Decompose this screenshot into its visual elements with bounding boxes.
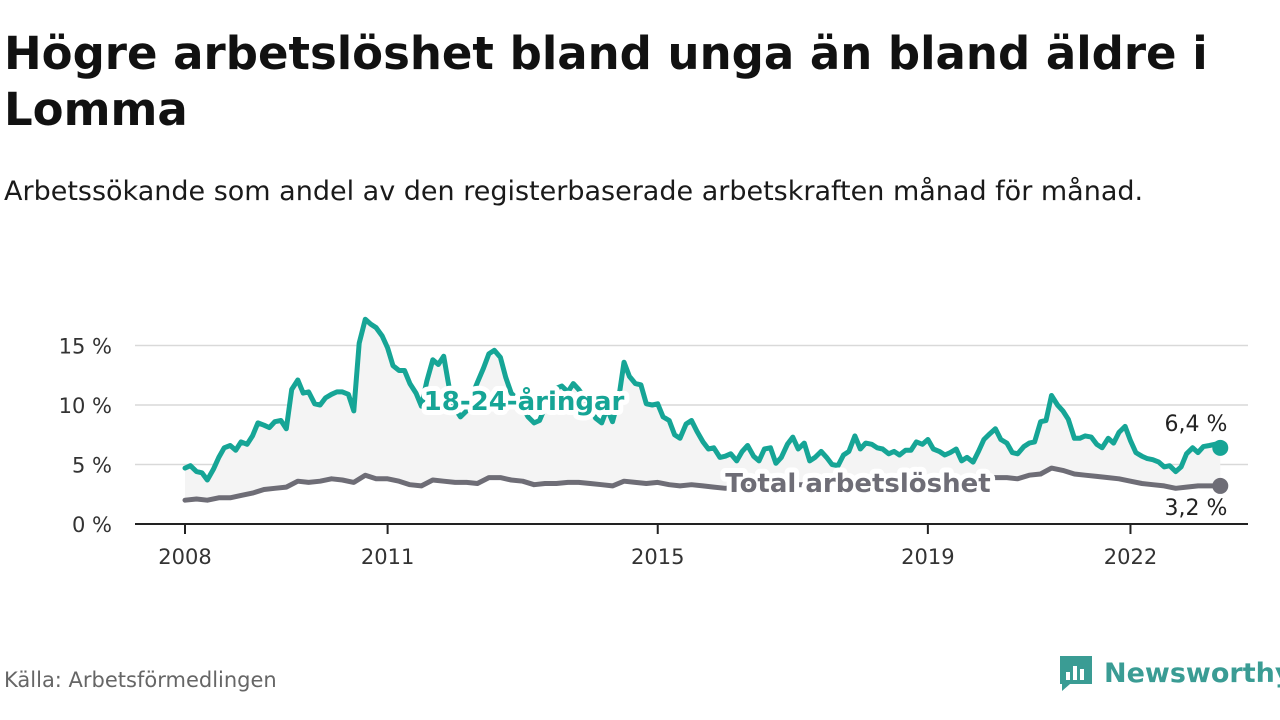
x-tick-label: 2019 — [901, 545, 954, 569]
total-end-value-label: 3,2 % — [1165, 496, 1228, 521]
total-series-label-halo: Total arbetslöshet — [725, 469, 990, 499]
chart-title: Högre arbetslöshet bland unga än bland ä… — [4, 27, 1208, 136]
x-tick-label: 2008 — [158, 545, 211, 569]
total-end-marker — [1212, 477, 1229, 494]
y-tick-label: 0 % — [72, 513, 112, 537]
total-unemployment-line — [182, 465, 1223, 503]
youth-series-label-halo: 18-24-åringar — [424, 385, 625, 417]
brand-logo: Newsworthy — [1058, 654, 1280, 692]
youth-end-value-label: 6,4 % — [1165, 412, 1228, 437]
y-tick-label: 5 % — [72, 454, 112, 478]
y-tick-label: 15 % — [59, 335, 112, 359]
x-tick-label: 2011 — [361, 545, 414, 569]
x-tick-label: 2022 — [1104, 545, 1157, 569]
total-series-label: Total arbetslöshet — [725, 469, 990, 499]
youth-end-marker — [1212, 439, 1229, 456]
chart-subtitle: Arbetssökande som andel av den registerb… — [4, 176, 1144, 207]
axes: 0 % 5 % 10 % 15 % 2008 2011 2015 2019 2022 — [59, 335, 1248, 569]
series-lines — [182, 316, 1229, 503]
x-tick-label: 2015 — [631, 545, 684, 569]
brand-name: Newsworthy — [1104, 657, 1280, 689]
newsworthy-logo-icon — [1060, 656, 1092, 691]
source-note: Källa: Arbetsförmedlingen — [4, 668, 277, 692]
y-tick-label: 10 % — [59, 394, 112, 418]
youth-series-label: 18-24-åringar — [424, 385, 625, 417]
youth-unemployment-line — [182, 316, 1223, 483]
